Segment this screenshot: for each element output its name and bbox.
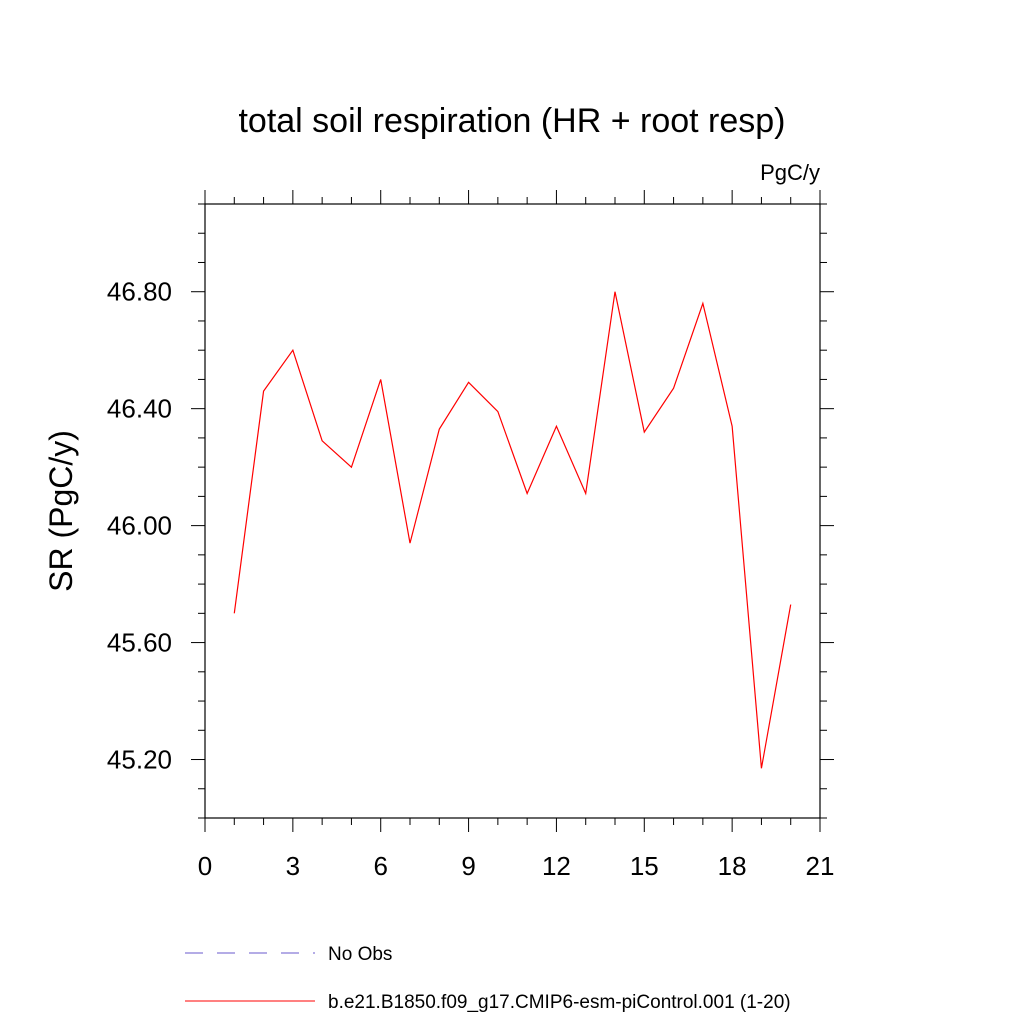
y-tick-label: 45.60 — [107, 628, 172, 658]
x-tick-label: 18 — [718, 851, 747, 881]
x-tick-label: 6 — [373, 851, 387, 881]
chart-title: total soil respiration (HR + root resp) — [238, 102, 785, 140]
x-tick-label: 21 — [806, 851, 835, 881]
axis-ticks — [191, 190, 834, 832]
axis-tick-labels: 0 3 6 9 12 15 18 21 45.20 45.60 46.00 46.40 46.80 — [107, 277, 835, 881]
y-tick-label: 45.20 — [107, 745, 172, 775]
x-tick-label: 9 — [461, 851, 475, 881]
legend-label-model-run: b.e21.B1850.f09_g17.CMIP6-esm-piControl.… — [328, 992, 791, 1013]
legend-label-no-obs: No Obs — [328, 944, 392, 965]
series-layer — [233, 291, 792, 769]
y-axis-label: SR (PgC/y) — [43, 430, 79, 592]
y-tick-label: 46.00 — [107, 511, 172, 541]
x-tick-label: 3 — [286, 851, 300, 881]
x-tick-label: 12 — [542, 851, 571, 881]
legend: No Obs b.e21.B1850.f09_g17.CMIP6-esm-piC… — [185, 944, 791, 1013]
y-tick-label: 46.80 — [107, 277, 172, 307]
y-tick-label: 46.40 — [107, 394, 172, 424]
x-tick-label: 15 — [630, 851, 659, 881]
units-label: PgC/y — [760, 160, 820, 185]
plot-frame — [204, 203, 821, 819]
x-tick-label: 0 — [198, 851, 212, 881]
series-line — [233, 291, 792, 769]
